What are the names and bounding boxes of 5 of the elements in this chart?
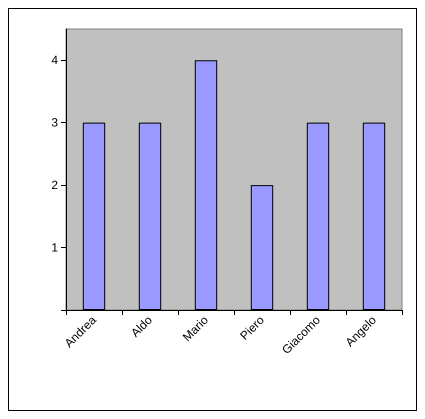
y-tick-label: 4: [51, 53, 58, 68]
x-tick-label: Aldo: [128, 312, 156, 340]
y-tick-label: 1: [51, 240, 58, 255]
y-tick-label: 3: [51, 116, 58, 130]
y-tick-label: 2: [51, 178, 58, 192]
